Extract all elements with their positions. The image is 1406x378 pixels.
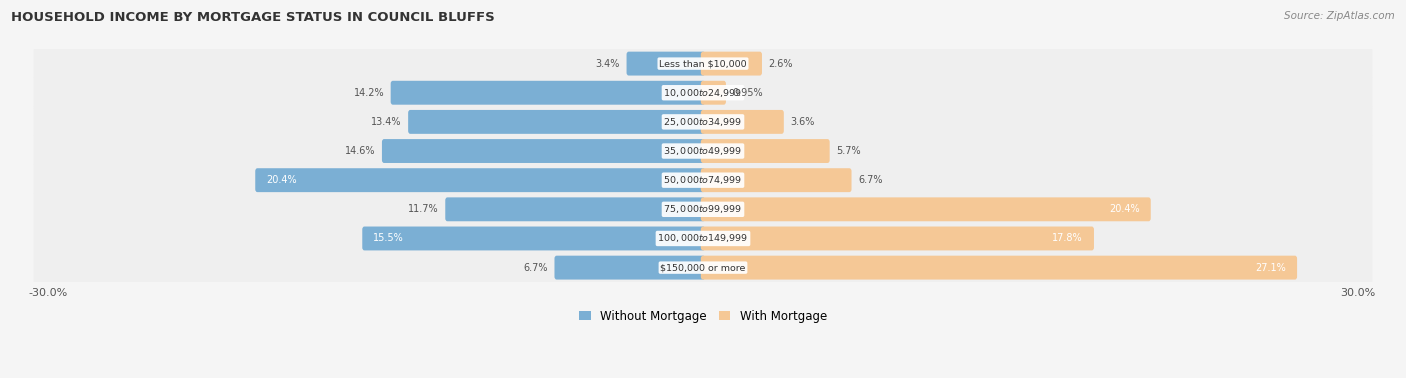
FancyBboxPatch shape [700, 256, 1298, 280]
FancyBboxPatch shape [34, 163, 1372, 197]
Text: HOUSEHOLD INCOME BY MORTGAGE STATUS IN COUNCIL BLUFFS: HOUSEHOLD INCOME BY MORTGAGE STATUS IN C… [11, 11, 495, 24]
FancyBboxPatch shape [34, 105, 1372, 139]
FancyBboxPatch shape [700, 197, 1150, 221]
Text: 27.1%: 27.1% [1256, 263, 1286, 273]
Text: $150,000 or more: $150,000 or more [661, 263, 745, 272]
FancyBboxPatch shape [700, 168, 852, 192]
Text: 15.5%: 15.5% [373, 234, 404, 243]
Text: 3.6%: 3.6% [790, 117, 814, 127]
Text: 13.4%: 13.4% [371, 117, 402, 127]
Text: 3.4%: 3.4% [596, 59, 620, 68]
FancyBboxPatch shape [700, 139, 830, 163]
Text: 2.6%: 2.6% [769, 59, 793, 68]
Text: 6.7%: 6.7% [523, 263, 548, 273]
Text: 5.7%: 5.7% [837, 146, 860, 156]
FancyBboxPatch shape [554, 256, 706, 280]
FancyBboxPatch shape [700, 52, 762, 76]
FancyBboxPatch shape [256, 168, 706, 192]
FancyBboxPatch shape [627, 52, 706, 76]
Text: Source: ZipAtlas.com: Source: ZipAtlas.com [1284, 11, 1395, 21]
Text: $100,000 to $149,999: $100,000 to $149,999 [658, 232, 748, 245]
Text: 11.7%: 11.7% [408, 204, 439, 214]
FancyBboxPatch shape [391, 81, 706, 105]
FancyBboxPatch shape [363, 226, 706, 250]
FancyBboxPatch shape [446, 197, 706, 221]
Text: Less than $10,000: Less than $10,000 [659, 59, 747, 68]
Text: 20.4%: 20.4% [266, 175, 297, 185]
FancyBboxPatch shape [700, 226, 1094, 250]
FancyBboxPatch shape [700, 110, 783, 134]
FancyBboxPatch shape [34, 76, 1372, 110]
Text: $10,000 to $24,999: $10,000 to $24,999 [664, 87, 742, 99]
FancyBboxPatch shape [34, 134, 1372, 168]
FancyBboxPatch shape [34, 46, 1372, 81]
Text: $75,000 to $99,999: $75,000 to $99,999 [664, 203, 742, 215]
Text: 6.7%: 6.7% [858, 175, 883, 185]
Text: 17.8%: 17.8% [1053, 234, 1083, 243]
Legend: Without Mortgage, With Mortgage: Without Mortgage, With Mortgage [574, 305, 832, 328]
Text: $35,000 to $49,999: $35,000 to $49,999 [664, 145, 742, 157]
Text: $25,000 to $34,999: $25,000 to $34,999 [664, 116, 742, 128]
Text: $50,000 to $74,999: $50,000 to $74,999 [664, 174, 742, 186]
Text: 14.2%: 14.2% [353, 88, 384, 98]
FancyBboxPatch shape [34, 250, 1372, 285]
Text: 0.95%: 0.95% [733, 88, 763, 98]
FancyBboxPatch shape [408, 110, 706, 134]
FancyBboxPatch shape [700, 81, 725, 105]
Text: 14.6%: 14.6% [344, 146, 375, 156]
FancyBboxPatch shape [34, 192, 1372, 226]
FancyBboxPatch shape [34, 221, 1372, 256]
Text: 20.4%: 20.4% [1109, 204, 1140, 214]
FancyBboxPatch shape [382, 139, 706, 163]
